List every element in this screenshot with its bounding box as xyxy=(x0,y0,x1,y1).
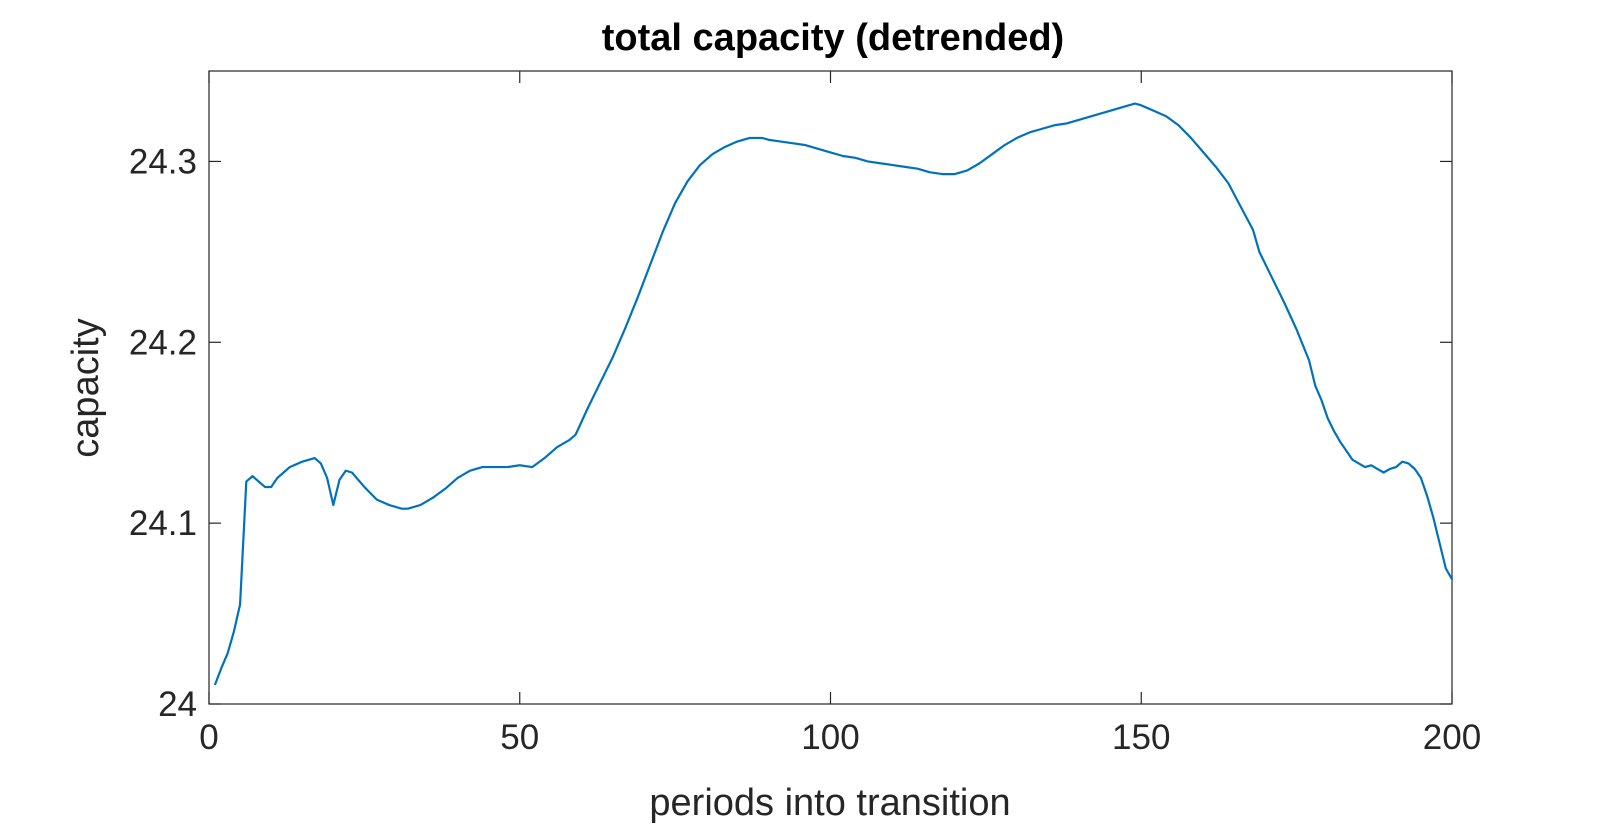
y-tick-label: 24.2 xyxy=(129,323,197,362)
chart-title: total capacity (detrended) xyxy=(602,17,1064,59)
y-tick-label: 24 xyxy=(158,685,197,724)
x-tick-label: 0 xyxy=(199,718,218,757)
x-tick-label: 150 xyxy=(1112,718,1170,757)
x-tick-label: 200 xyxy=(1423,718,1481,757)
y-axis: 24 24.1 24.2 24.3 xyxy=(129,142,1452,724)
x-tick-label: 50 xyxy=(500,718,539,757)
y-tick-label: 24.1 xyxy=(129,504,197,543)
x-axis-label: periods into transition xyxy=(649,782,1010,824)
plot-area xyxy=(208,70,1453,705)
axes-frame xyxy=(208,70,1453,705)
x-tick-label: 100 xyxy=(801,718,859,757)
y-tick-label: 24.3 xyxy=(129,142,197,181)
y-axis-label: capacity xyxy=(65,318,107,457)
series-line xyxy=(214,102,1454,686)
x-axis: 0 50 100 150 200 xyxy=(199,71,1481,757)
